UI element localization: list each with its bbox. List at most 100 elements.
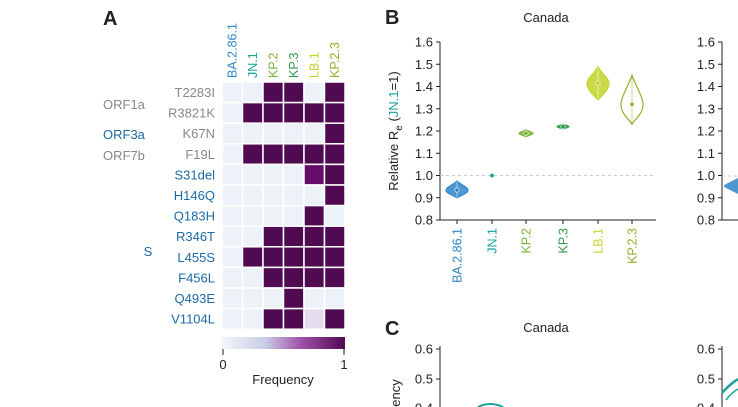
- heatmap-protein-labels: ORF1a ORF3a ORF7b S: [103, 97, 153, 259]
- heatmap-cell: [262, 163, 285, 186]
- panel-c-y-tick-label: 0.5: [415, 372, 433, 387]
- panel-c-series-partial: [477, 403, 504, 407]
- heatmap-cell: [303, 143, 326, 166]
- heatmap-cell: [241, 163, 264, 186]
- panel-b-y-tick-label: 1.4: [415, 79, 433, 94]
- heatmap-cell: [303, 225, 326, 248]
- heatmap-cell: [241, 81, 264, 104]
- colorbar-title: Frequency: [252, 372, 314, 387]
- heatmap-cell: [241, 287, 264, 310]
- panel-b-y-tick-label: 1.0: [415, 168, 433, 183]
- colorbar: [222, 337, 345, 349]
- heatmap-cell: [282, 143, 305, 166]
- heatmap-cell: [282, 246, 305, 269]
- heatmap-cell: [282, 287, 305, 310]
- panel-b2-y-tick-label: 1.0: [697, 168, 715, 183]
- heatmap-cell: [303, 163, 326, 186]
- heatmap-cell: [303, 81, 326, 104]
- violin-median-point: [454, 187, 460, 193]
- colorbar-max-label: 1: [340, 357, 347, 372]
- panel-b2-y-axis: 0.8 0.9 1.0 1.1 1.2 1.3 1.4 1.5 1.6: [697, 35, 738, 228]
- heatmap-column-labels: BA.2.86.1 JN.1 KP.2 KP.3 LB.1 KP.2.3: [225, 23, 342, 78]
- panel-c-y-axis: 0.6 0.5 0.4: [415, 342, 441, 407]
- heatmap-cell: [323, 81, 346, 104]
- heatmap-cell: [323, 204, 346, 227]
- heatmap-cell: [241, 225, 264, 248]
- panel-b2-y-tick-label: 0.8: [697, 213, 715, 228]
- heatmap-cell: [241, 266, 264, 289]
- heatmap-cell: [303, 184, 326, 207]
- heatmap-cell: [262, 204, 285, 227]
- heatmap-cell: [262, 266, 285, 289]
- panel-b-y-tick-label: 1.6: [415, 35, 433, 50]
- heatmap-cell: [282, 101, 305, 124]
- heatmap-cell: [282, 307, 305, 330]
- heatmap-cell: [221, 266, 244, 289]
- heatmap-row-label: T2283I: [175, 85, 215, 100]
- heatmap-column-label: JN.1: [246, 52, 260, 78]
- heatmap-cell: [282, 266, 305, 289]
- heatmap-cell: [241, 122, 264, 145]
- panel-b-title: Canada: [523, 10, 569, 25]
- heatmap-column-label: KP.2: [266, 52, 280, 78]
- heatmap-cell: [262, 101, 285, 124]
- panel-b-y-axis-label: Relative Re (JN.1=1): [386, 71, 405, 190]
- panel-b2-y-tick-label: 1.4: [697, 79, 715, 94]
- panel-label-c: C: [385, 318, 399, 340]
- colorbar-min-label: 0: [219, 357, 226, 372]
- heatmap-cell: [323, 266, 346, 289]
- panel-b-y-tick-label: 1.5: [415, 57, 433, 72]
- heatmap-cell: [262, 246, 285, 269]
- line-panel-c: Canada 0.6 0.5 0.4 ency: [388, 320, 570, 407]
- heatmap-panel-a: BA.2.86.1 JN.1 KP.2 KP.3 LB.1 KP.2.3 T2283I R3…: [103, 23, 348, 387]
- heatmap-cell: [241, 101, 264, 124]
- heatmap-cell: [221, 225, 244, 248]
- heatmap-cell: [262, 287, 285, 310]
- heatmap-cell: [241, 184, 264, 207]
- panel-b2-y-tick-label: 1.1: [697, 146, 715, 161]
- violin-median-point: [560, 124, 566, 130]
- panel-b-y-tick-label: 0.8: [415, 213, 433, 228]
- heatmap-cell: [303, 287, 326, 310]
- heatmap-cell: [303, 307, 326, 330]
- heatmap-cell: [303, 266, 326, 289]
- panel-b-x-tick-label: KP.2.3: [626, 228, 640, 264]
- heatmap-cell: [241, 307, 264, 330]
- violin-median-point: [489, 173, 495, 179]
- heatmap-protein-label: ORF3a: [103, 127, 146, 142]
- heatmap-row-label: F456L: [178, 270, 215, 285]
- panel-b-violins: [445, 65, 644, 199]
- heatmap-cell: [282, 225, 305, 248]
- panel-b-x-tick-label: JN.1: [486, 228, 500, 254]
- heatmap-cell: [323, 122, 346, 145]
- heatmap-row-label: V1104L: [171, 312, 215, 327]
- violin-median-point: [595, 80, 601, 86]
- heatmap-cell: [221, 122, 244, 145]
- panel-b-x-tick-labels: BA.2.86.1 JN.1 KP.2 KP.3 LB.1 KP.2.3: [451, 220, 640, 283]
- heatmap-cell: [323, 101, 346, 124]
- heatmap-cell: [221, 307, 244, 330]
- heatmap-protein-label: ORF1a: [103, 97, 146, 112]
- heatmap-row-label: L455S: [177, 250, 215, 265]
- heatmap-cell: [241, 246, 264, 269]
- heatmap-column-label: KP.3: [287, 52, 301, 78]
- heatmap-cell: [262, 307, 285, 330]
- panel-b-y-tick-label: 1.3: [415, 101, 433, 116]
- heatmap-cell: [323, 307, 346, 330]
- heatmap-cell: [303, 101, 326, 124]
- heatmap-protein-label: ORF7b: [103, 148, 145, 163]
- panel-c-y-tick-label: 0.6: [415, 342, 433, 357]
- heatmap-row-label: K67N: [182, 126, 215, 141]
- panel-b2-violin-partial: [724, 178, 738, 194]
- heatmap-cell: [282, 122, 305, 145]
- panel-c2-y-tick-label: 0.4: [697, 401, 715, 407]
- heatmap-cell: [262, 122, 285, 145]
- panel-b-y-tick-label: 0.9: [415, 190, 433, 205]
- heatmap-row-label: R346T: [176, 229, 215, 244]
- heatmap-cell: [221, 204, 244, 227]
- heatmap-cell: [241, 204, 264, 227]
- panel-b-y-tick-label: 1.2: [415, 124, 433, 139]
- panel-c-y-tick-label: 0.4: [415, 401, 433, 407]
- panel-b-x-tick-label: KP.3: [557, 228, 571, 254]
